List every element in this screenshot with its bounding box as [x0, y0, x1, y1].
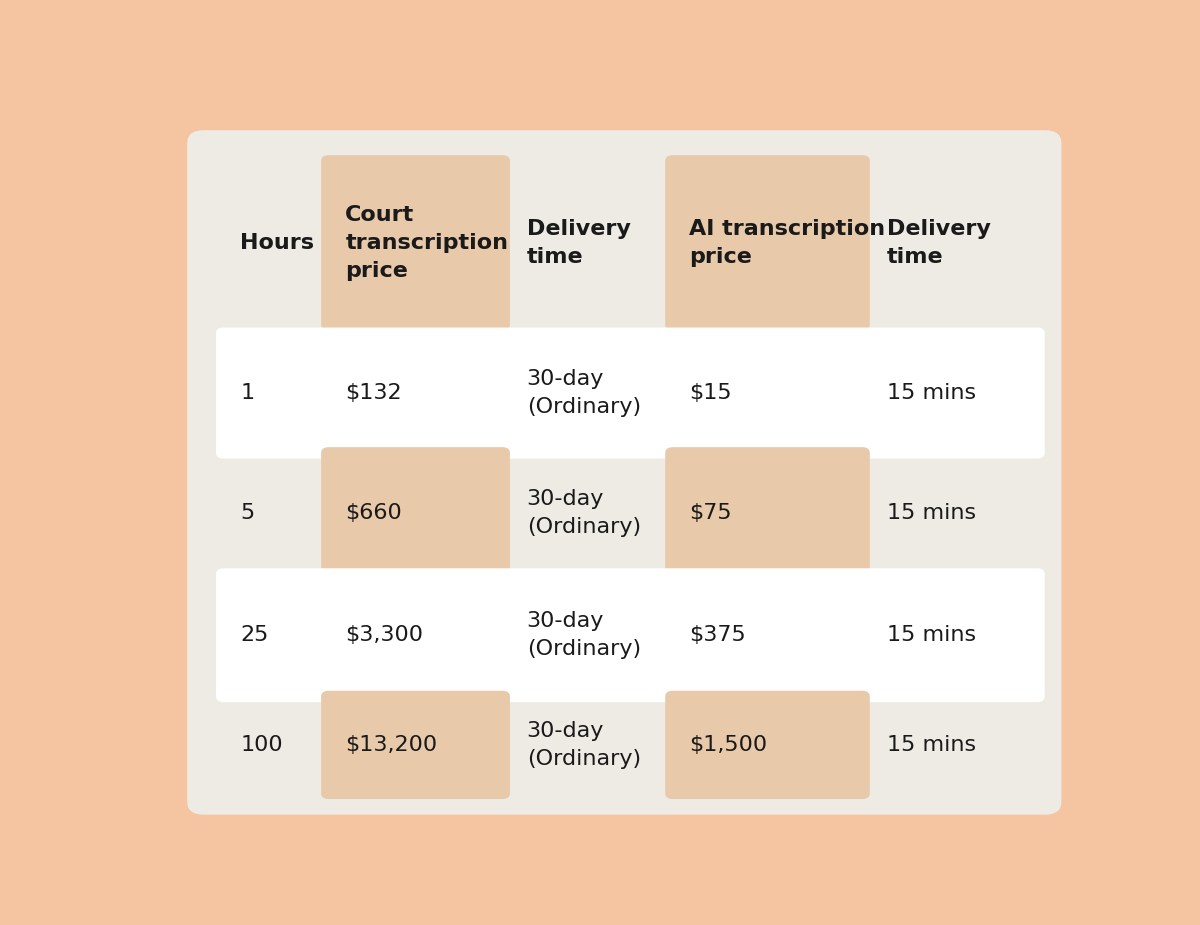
- FancyBboxPatch shape: [322, 155, 510, 330]
- Text: $1,500: $1,500: [690, 734, 768, 755]
- Text: 1: 1: [240, 383, 254, 403]
- Text: AI transcription
price: AI transcription price: [690, 219, 886, 266]
- Text: Hours: Hours: [240, 233, 314, 253]
- Text: $132: $132: [346, 383, 402, 403]
- Text: 30-day
(Ordinary): 30-day (Ordinary): [527, 369, 641, 417]
- Text: $660: $660: [346, 503, 402, 524]
- FancyBboxPatch shape: [665, 447, 870, 580]
- FancyBboxPatch shape: [665, 155, 870, 330]
- Text: Delivery
time: Delivery time: [527, 219, 630, 266]
- Text: 5: 5: [240, 503, 254, 524]
- FancyBboxPatch shape: [187, 130, 1062, 815]
- FancyBboxPatch shape: [322, 447, 510, 580]
- Text: 15 mins: 15 mins: [887, 625, 976, 646]
- Text: 100: 100: [240, 734, 283, 755]
- Text: $15: $15: [690, 383, 732, 403]
- Text: $3,300: $3,300: [346, 625, 424, 646]
- FancyBboxPatch shape: [216, 568, 1045, 702]
- Text: Delivery
time: Delivery time: [887, 219, 990, 266]
- Text: 30-day
(Ordinary): 30-day (Ordinary): [527, 721, 641, 769]
- Text: $13,200: $13,200: [346, 734, 438, 755]
- Text: Court
transcription
price: Court transcription price: [346, 204, 509, 281]
- Text: 15 mins: 15 mins: [887, 734, 976, 755]
- Text: 30-day
(Ordinary): 30-day (Ordinary): [527, 611, 641, 660]
- Text: $375: $375: [690, 625, 746, 646]
- Text: 15 mins: 15 mins: [887, 383, 976, 403]
- Text: $75: $75: [690, 503, 732, 524]
- Text: 25: 25: [240, 625, 269, 646]
- Text: 30-day
(Ordinary): 30-day (Ordinary): [527, 489, 641, 537]
- FancyBboxPatch shape: [322, 691, 510, 799]
- FancyBboxPatch shape: [665, 691, 870, 799]
- FancyBboxPatch shape: [216, 327, 1045, 459]
- Text: 15 mins: 15 mins: [887, 503, 976, 524]
